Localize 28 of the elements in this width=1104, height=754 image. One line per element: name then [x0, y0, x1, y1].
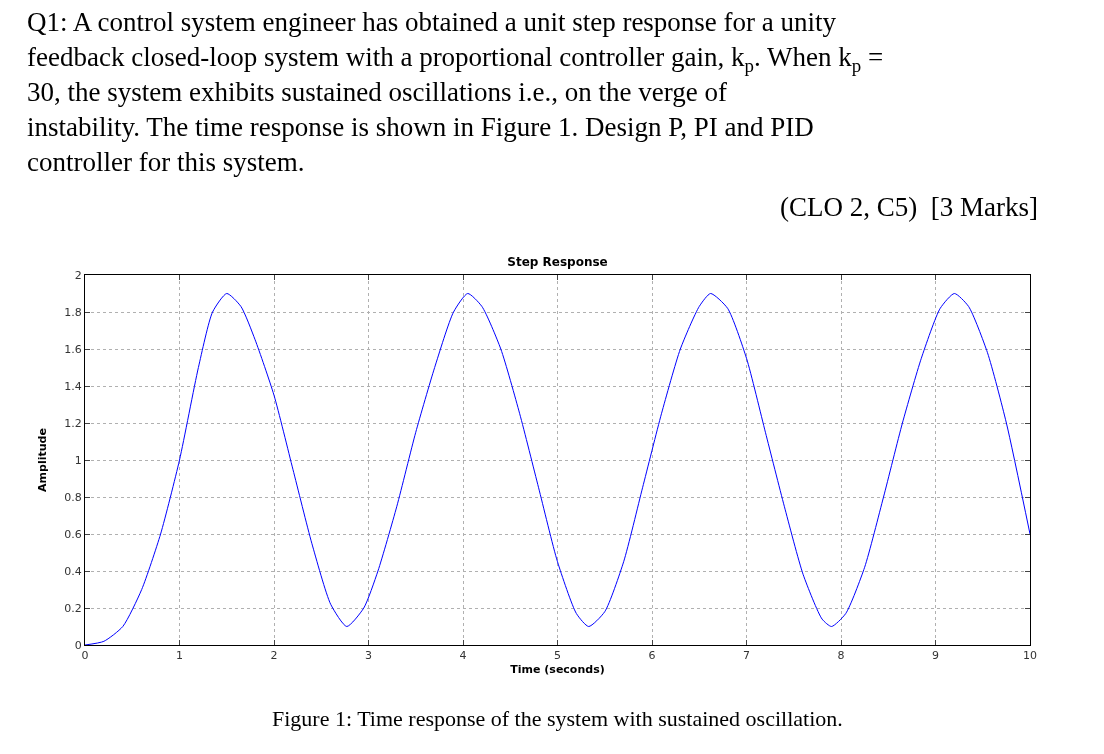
line-series [85, 293, 1030, 645]
x-tick-label: 7 [743, 649, 750, 663]
y-tick-label: 0 [74, 638, 82, 652]
y-tick-label: 1.4 [64, 379, 82, 393]
y-axis-title: Amplitude [35, 428, 49, 492]
x-tick-label: 9 [932, 649, 939, 663]
chart-title: Step Response [507, 255, 608, 270]
x-tick-label: 10 [1023, 649, 1037, 663]
x-tick-label: 6 [648, 649, 656, 663]
y-tick-label: 0.6 [64, 527, 82, 541]
y-tick-label: 1.8 [64, 305, 82, 319]
x-tick-label: 3 [365, 649, 372, 663]
y-tick-label: 1 [74, 453, 82, 467]
x-axis-title: Time (seconds) [510, 663, 605, 677]
text: Q1: A control system engineer has obtained a unit step response for a unity feedback closed-loop system with a proportional controller gain, k$_{p}$. When k$_{p}$ = 30, the system exhibits sustained oscillations i.e., on the verge of instability. The time response is shown in Figure 1. Design P, PI and PID controller for this system. [27, 7, 884, 178]
y-tick-label: 0.2 [64, 601, 82, 615]
y-tick-label: 1.2 [64, 416, 82, 430]
x-tick-label: 5 [554, 649, 561, 663]
x-tick-label: 2 [270, 649, 278, 663]
y-tick-label: 0.4 [64, 564, 82, 578]
y-tick-label: 2 [74, 268, 82, 282]
x-tick-label: 1 [176, 649, 183, 663]
y-tick-label: 1.6 [64, 342, 82, 356]
x-tick-label: 4 [459, 649, 467, 663]
y-tick-label: 0.8 [64, 490, 82, 504]
text: (CLO 2, C5) [3 Marks] [780, 192, 1038, 222]
caption: Figure 1: Time response of the system with sustained oscillation. [272, 706, 843, 731]
x-tick-label: 8 [837, 649, 845, 663]
